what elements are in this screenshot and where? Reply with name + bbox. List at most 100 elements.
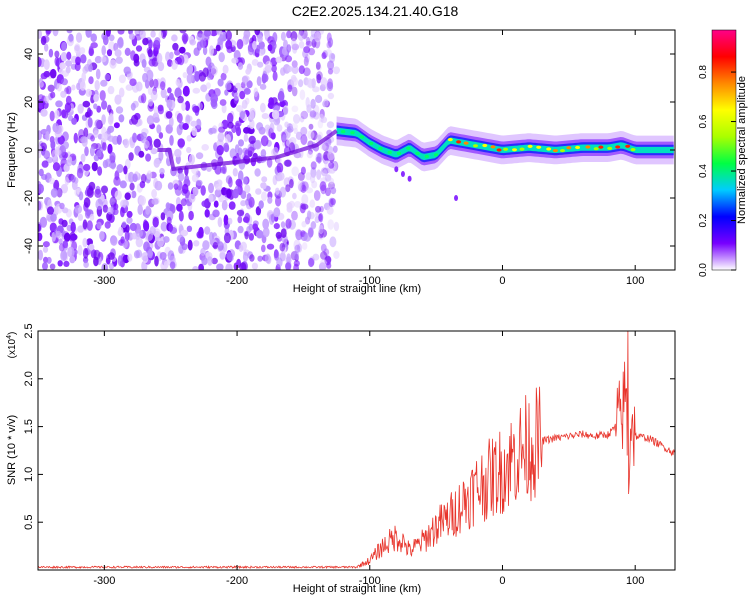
noise-cell [107,143,113,154]
noise-cell [256,122,264,131]
noise-cell [221,199,228,211]
noise-cell [124,230,130,242]
noise-cell [150,90,158,101]
noise-cell [131,114,139,125]
noise-cell [253,139,262,150]
noise-cell [243,88,251,95]
noise-cell [240,241,248,251]
noise-cell [216,263,224,270]
noise-cell [86,187,94,198]
noise-cell [109,151,116,162]
noise-cell [228,176,233,188]
noise-cell [115,106,124,114]
noise-cell [83,127,89,138]
noise-cell [182,183,189,194]
figure-title: C2E2.2025.134.21.40.G18 [292,3,459,19]
noise-cell [159,167,165,175]
noise-cell [285,218,292,229]
noise-cell [219,99,227,106]
noise-cell [61,78,68,86]
noise-cell [147,48,153,58]
noise-cell [145,230,154,242]
noise-cell [64,102,72,113]
noise-cell [260,135,269,147]
noise-cell [168,92,174,102]
noise-cell [298,79,304,88]
noise-cell [48,177,56,185]
noise-cell [319,181,327,192]
noise-cell [174,49,181,56]
noise-cell [245,68,251,75]
ridge-spot [396,151,402,155]
noise-cell [93,249,101,261]
noise-cell [291,38,297,48]
noise-cell [96,105,102,113]
noise-cell [176,203,183,212]
noise-cell [198,263,204,270]
noise-cell [272,32,278,43]
noise-cell [328,161,335,169]
noise-cell [39,216,48,228]
noise-cell [154,37,161,46]
noise-cell [277,172,285,181]
noise-cell [305,40,313,47]
noise-cell [140,173,147,184]
noise-cell [209,127,217,134]
noise-cell [145,205,151,215]
noise-cell [52,162,61,172]
noise-cell [312,253,320,261]
ridge-hot-spot [560,149,565,153]
ridge-hot-spot [482,143,488,148]
noise-cell [38,81,44,88]
noise-cell [305,97,310,108]
noise-cell [271,109,280,120]
noise-cell [261,191,267,202]
noise-cell [271,64,277,73]
noise-cell [281,47,288,56]
noise-cell [108,162,117,169]
noise-cell [202,45,208,56]
noise-cell [210,30,218,37]
noise-cell [214,188,222,198]
noise-cell [326,41,332,49]
noise-cell [223,232,231,244]
noise-cell [261,113,269,120]
noise-cell [41,160,49,168]
noise-cell [198,226,204,238]
y-tick-label: 2.5 [23,323,35,338]
spectrogram-noise-cells [38,30,340,270]
noise-cell [209,45,214,56]
noise-cell [322,142,329,152]
noise-cell [208,194,214,203]
noise-cell [126,210,133,218]
noise-cell [254,30,260,36]
noise-cell [143,140,150,149]
noise-cell [181,243,188,251]
noise-cell [227,217,233,225]
noise-cell [237,225,244,234]
noise-cell [58,238,63,245]
noise-cell [107,104,112,114]
noise-cell [160,212,166,221]
ridge-hot-spot [496,148,502,152]
noise-cell [195,118,202,130]
noise-cell [78,191,84,201]
y-tick-label: 0 [23,147,35,153]
noise-cell [258,49,265,56]
snr-y-multiplier-close: ) [7,332,18,335]
noise-cell [190,120,198,127]
noise-cell [88,243,95,251]
noise-cell [298,41,305,49]
noise-cell [96,149,102,158]
noise-cell [293,114,301,124]
noise-cell [284,121,289,128]
noise-cell [61,109,67,119]
noise-cell [235,82,242,89]
noise-cell [102,204,109,213]
noise-cell [241,99,248,109]
noise-cell [159,252,167,260]
noise-cell [99,90,106,101]
noise-cell [283,159,292,167]
noise-cell [204,209,210,218]
noise-cell [301,194,309,205]
